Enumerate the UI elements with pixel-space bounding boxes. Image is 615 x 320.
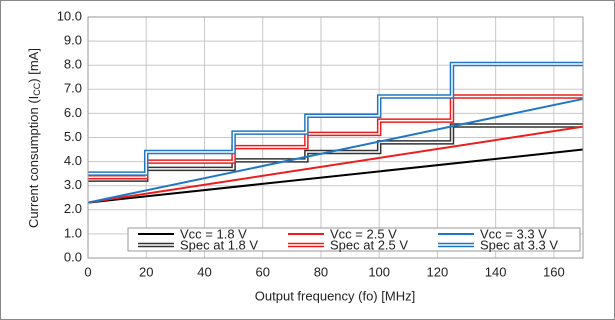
x-tick-label: 60 xyxy=(255,264,269,279)
x-tick-label: 40 xyxy=(197,264,211,279)
x-tick-label: 140 xyxy=(485,264,507,279)
y-tick-label: 1.0 xyxy=(64,225,82,240)
legend-label: Spec at 3.3 V xyxy=(480,237,558,252)
y-tick-label: 3.0 xyxy=(64,177,82,192)
y-tick-label: 9.0 xyxy=(64,33,82,48)
plot xyxy=(87,61,584,204)
legend-label: Spec at 2.5 V xyxy=(330,237,408,252)
line xyxy=(87,125,584,204)
y-tick-label: 5.0 xyxy=(64,129,82,144)
y-tick-label: 7.0 xyxy=(64,81,82,96)
plot-frame xyxy=(87,16,584,259)
y-tick-label: 4.0 xyxy=(64,153,82,168)
y-tick-label: 6.0 xyxy=(64,105,82,120)
legend-label: Vcc = 1.8 V xyxy=(180,226,247,241)
x-tick-label: 120 xyxy=(427,264,449,279)
legend-label: Spec at 1.8 V xyxy=(180,237,258,252)
y-tick-label: 2.0 xyxy=(64,201,82,216)
x-tick-label: 80 xyxy=(314,264,328,279)
x-tick-label: 20 xyxy=(139,264,153,279)
y-tick-label: 0.0 xyxy=(64,249,82,264)
spec-line-inner xyxy=(88,63,583,175)
y-tick-label: 8.0 xyxy=(64,57,82,72)
y-axis-label: Current consumption (ICC) [mA] xyxy=(26,48,42,228)
legend-label: Vcc = 2.5 V xyxy=(330,226,397,241)
x-tick-label: 100 xyxy=(368,264,390,279)
y-label-tail: ) [mA] xyxy=(26,48,41,83)
line xyxy=(87,97,584,204)
y-tick-label: 10.0 xyxy=(57,8,82,23)
axes: 0.0 1.0 2.0 3.0 4.0 5.0 6.0 7.0 8.0 9.0 10.0 0 20 40 6… xyxy=(57,8,584,279)
legend-label: Vcc = 3.3 V xyxy=(480,226,547,241)
x-tick-label: 0 xyxy=(84,264,91,279)
y-label-sub: CC xyxy=(32,82,42,95)
x-tick-label: 160 xyxy=(543,264,565,279)
y-label-text: Current consumption (I xyxy=(26,96,41,228)
line xyxy=(87,148,584,204)
x-axis-label: Output frequency (fo) [MHz] xyxy=(255,288,415,303)
